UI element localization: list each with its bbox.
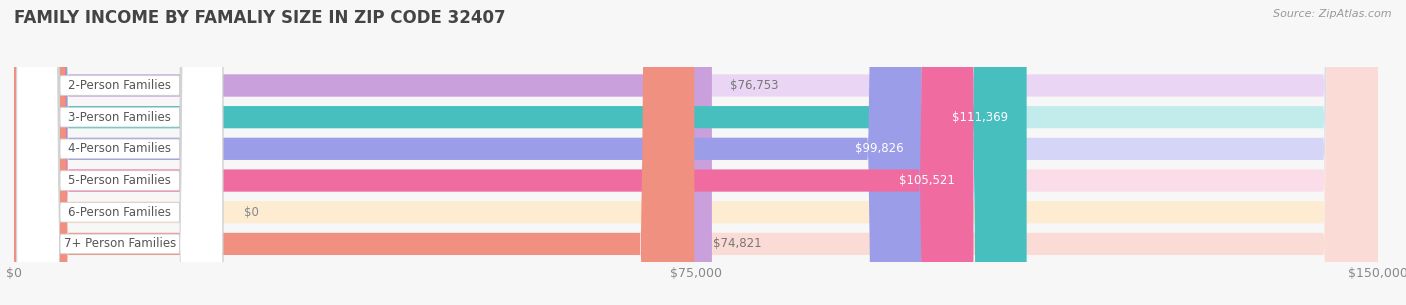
Text: 5-Person Families: 5-Person Families xyxy=(69,174,172,187)
FancyBboxPatch shape xyxy=(17,0,222,305)
FancyBboxPatch shape xyxy=(14,0,1378,305)
Text: $0: $0 xyxy=(243,206,259,219)
FancyBboxPatch shape xyxy=(14,0,1378,305)
FancyBboxPatch shape xyxy=(14,0,1378,305)
FancyBboxPatch shape xyxy=(14,0,922,305)
FancyBboxPatch shape xyxy=(14,0,1378,305)
FancyBboxPatch shape xyxy=(14,0,1378,305)
Text: $111,369: $111,369 xyxy=(952,111,1008,124)
Text: 6-Person Families: 6-Person Families xyxy=(69,206,172,219)
FancyBboxPatch shape xyxy=(14,0,1378,305)
FancyBboxPatch shape xyxy=(14,0,695,305)
FancyBboxPatch shape xyxy=(17,0,222,305)
Text: $99,826: $99,826 xyxy=(855,142,904,155)
Text: FAMILY INCOME BY FAMALIY SIZE IN ZIP CODE 32407: FAMILY INCOME BY FAMALIY SIZE IN ZIP COD… xyxy=(14,9,506,27)
Text: $74,821: $74,821 xyxy=(713,237,761,250)
FancyBboxPatch shape xyxy=(14,0,711,305)
Text: 3-Person Families: 3-Person Families xyxy=(69,111,172,124)
FancyBboxPatch shape xyxy=(14,0,1026,305)
Text: 2-Person Families: 2-Person Families xyxy=(69,79,172,92)
FancyBboxPatch shape xyxy=(17,0,222,305)
FancyBboxPatch shape xyxy=(17,0,222,305)
Text: 7+ Person Families: 7+ Person Families xyxy=(63,237,176,250)
FancyBboxPatch shape xyxy=(14,0,973,305)
FancyBboxPatch shape xyxy=(17,0,222,305)
Text: $105,521: $105,521 xyxy=(900,174,955,187)
FancyBboxPatch shape xyxy=(17,0,222,305)
Text: $76,753: $76,753 xyxy=(730,79,779,92)
Text: Source: ZipAtlas.com: Source: ZipAtlas.com xyxy=(1274,9,1392,19)
Text: 4-Person Families: 4-Person Families xyxy=(69,142,172,155)
